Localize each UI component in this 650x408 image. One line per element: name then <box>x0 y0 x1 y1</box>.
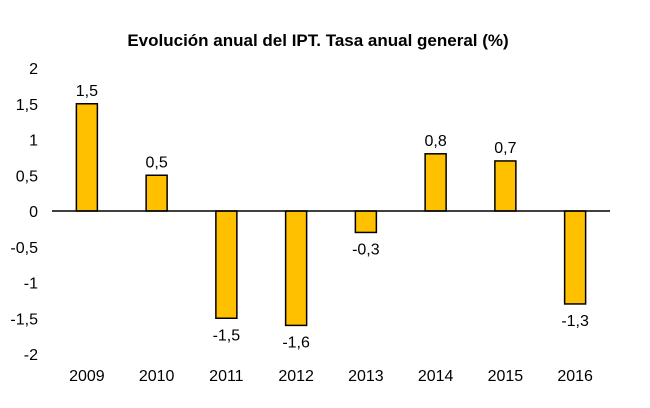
bar-2015 <box>494 160 517 212</box>
x-tick-label: 2009 <box>69 368 105 385</box>
y-tick-label: -1 <box>24 276 38 293</box>
data-label: -1,6 <box>282 334 310 351</box>
x-tick-label: 2011 <box>209 368 244 385</box>
x-tick-label: 2016 <box>557 368 593 385</box>
y-tick-label: 0,5 <box>16 168 38 185</box>
bar-2013 <box>354 210 378 234</box>
data-label: -0,3 <box>352 241 380 258</box>
data-labels: 1,5 0,5 -1,5 -1,6 -0,3 0,8 0,7 -1,3 <box>76 83 589 352</box>
x-tick-label: 2014 <box>418 368 454 385</box>
bars <box>75 103 587 327</box>
bar-2014 <box>424 153 447 212</box>
data-label: -1,3 <box>561 313 589 330</box>
y-tick-label: 0 <box>29 204 38 221</box>
data-label: 0,7 <box>494 140 516 157</box>
y-axis: 2 1,5 1 0,5 0 -0,5 -1 -1,5 -2 <box>10 61 38 364</box>
data-label: 1,5 <box>76 83 98 100</box>
data-label: 0,8 <box>425 133 447 150</box>
x-tick-label: 2015 <box>488 368 524 385</box>
bar-2016 <box>563 210 587 305</box>
bar-2011 <box>215 210 238 319</box>
data-label: 0,5 <box>146 154 168 171</box>
x-axis: 2009 2010 2011 2012 2013 2014 2015 2016 <box>52 210 610 385</box>
data-label: -1,5 <box>213 327 241 344</box>
y-tick-label: 1,5 <box>16 97 38 114</box>
x-tick-label: 2010 <box>139 368 175 385</box>
y-tick-label: 2 <box>29 61 38 78</box>
y-tick-label: -1,5 <box>10 311 38 328</box>
x-tick-label: 2012 <box>278 368 314 385</box>
y-tick-label: 1 <box>29 133 38 150</box>
bar-2009 <box>75 103 99 212</box>
y-tick-label: -0,5 <box>10 240 38 257</box>
x-tick-label: 2013 <box>348 368 384 385</box>
bar-2012 <box>284 210 308 327</box>
chart-title: Evolución anual del IPT. Tasa anual gene… <box>127 31 508 50</box>
bar-2010 <box>145 174 168 212</box>
y-tick-label: -2 <box>24 347 38 364</box>
